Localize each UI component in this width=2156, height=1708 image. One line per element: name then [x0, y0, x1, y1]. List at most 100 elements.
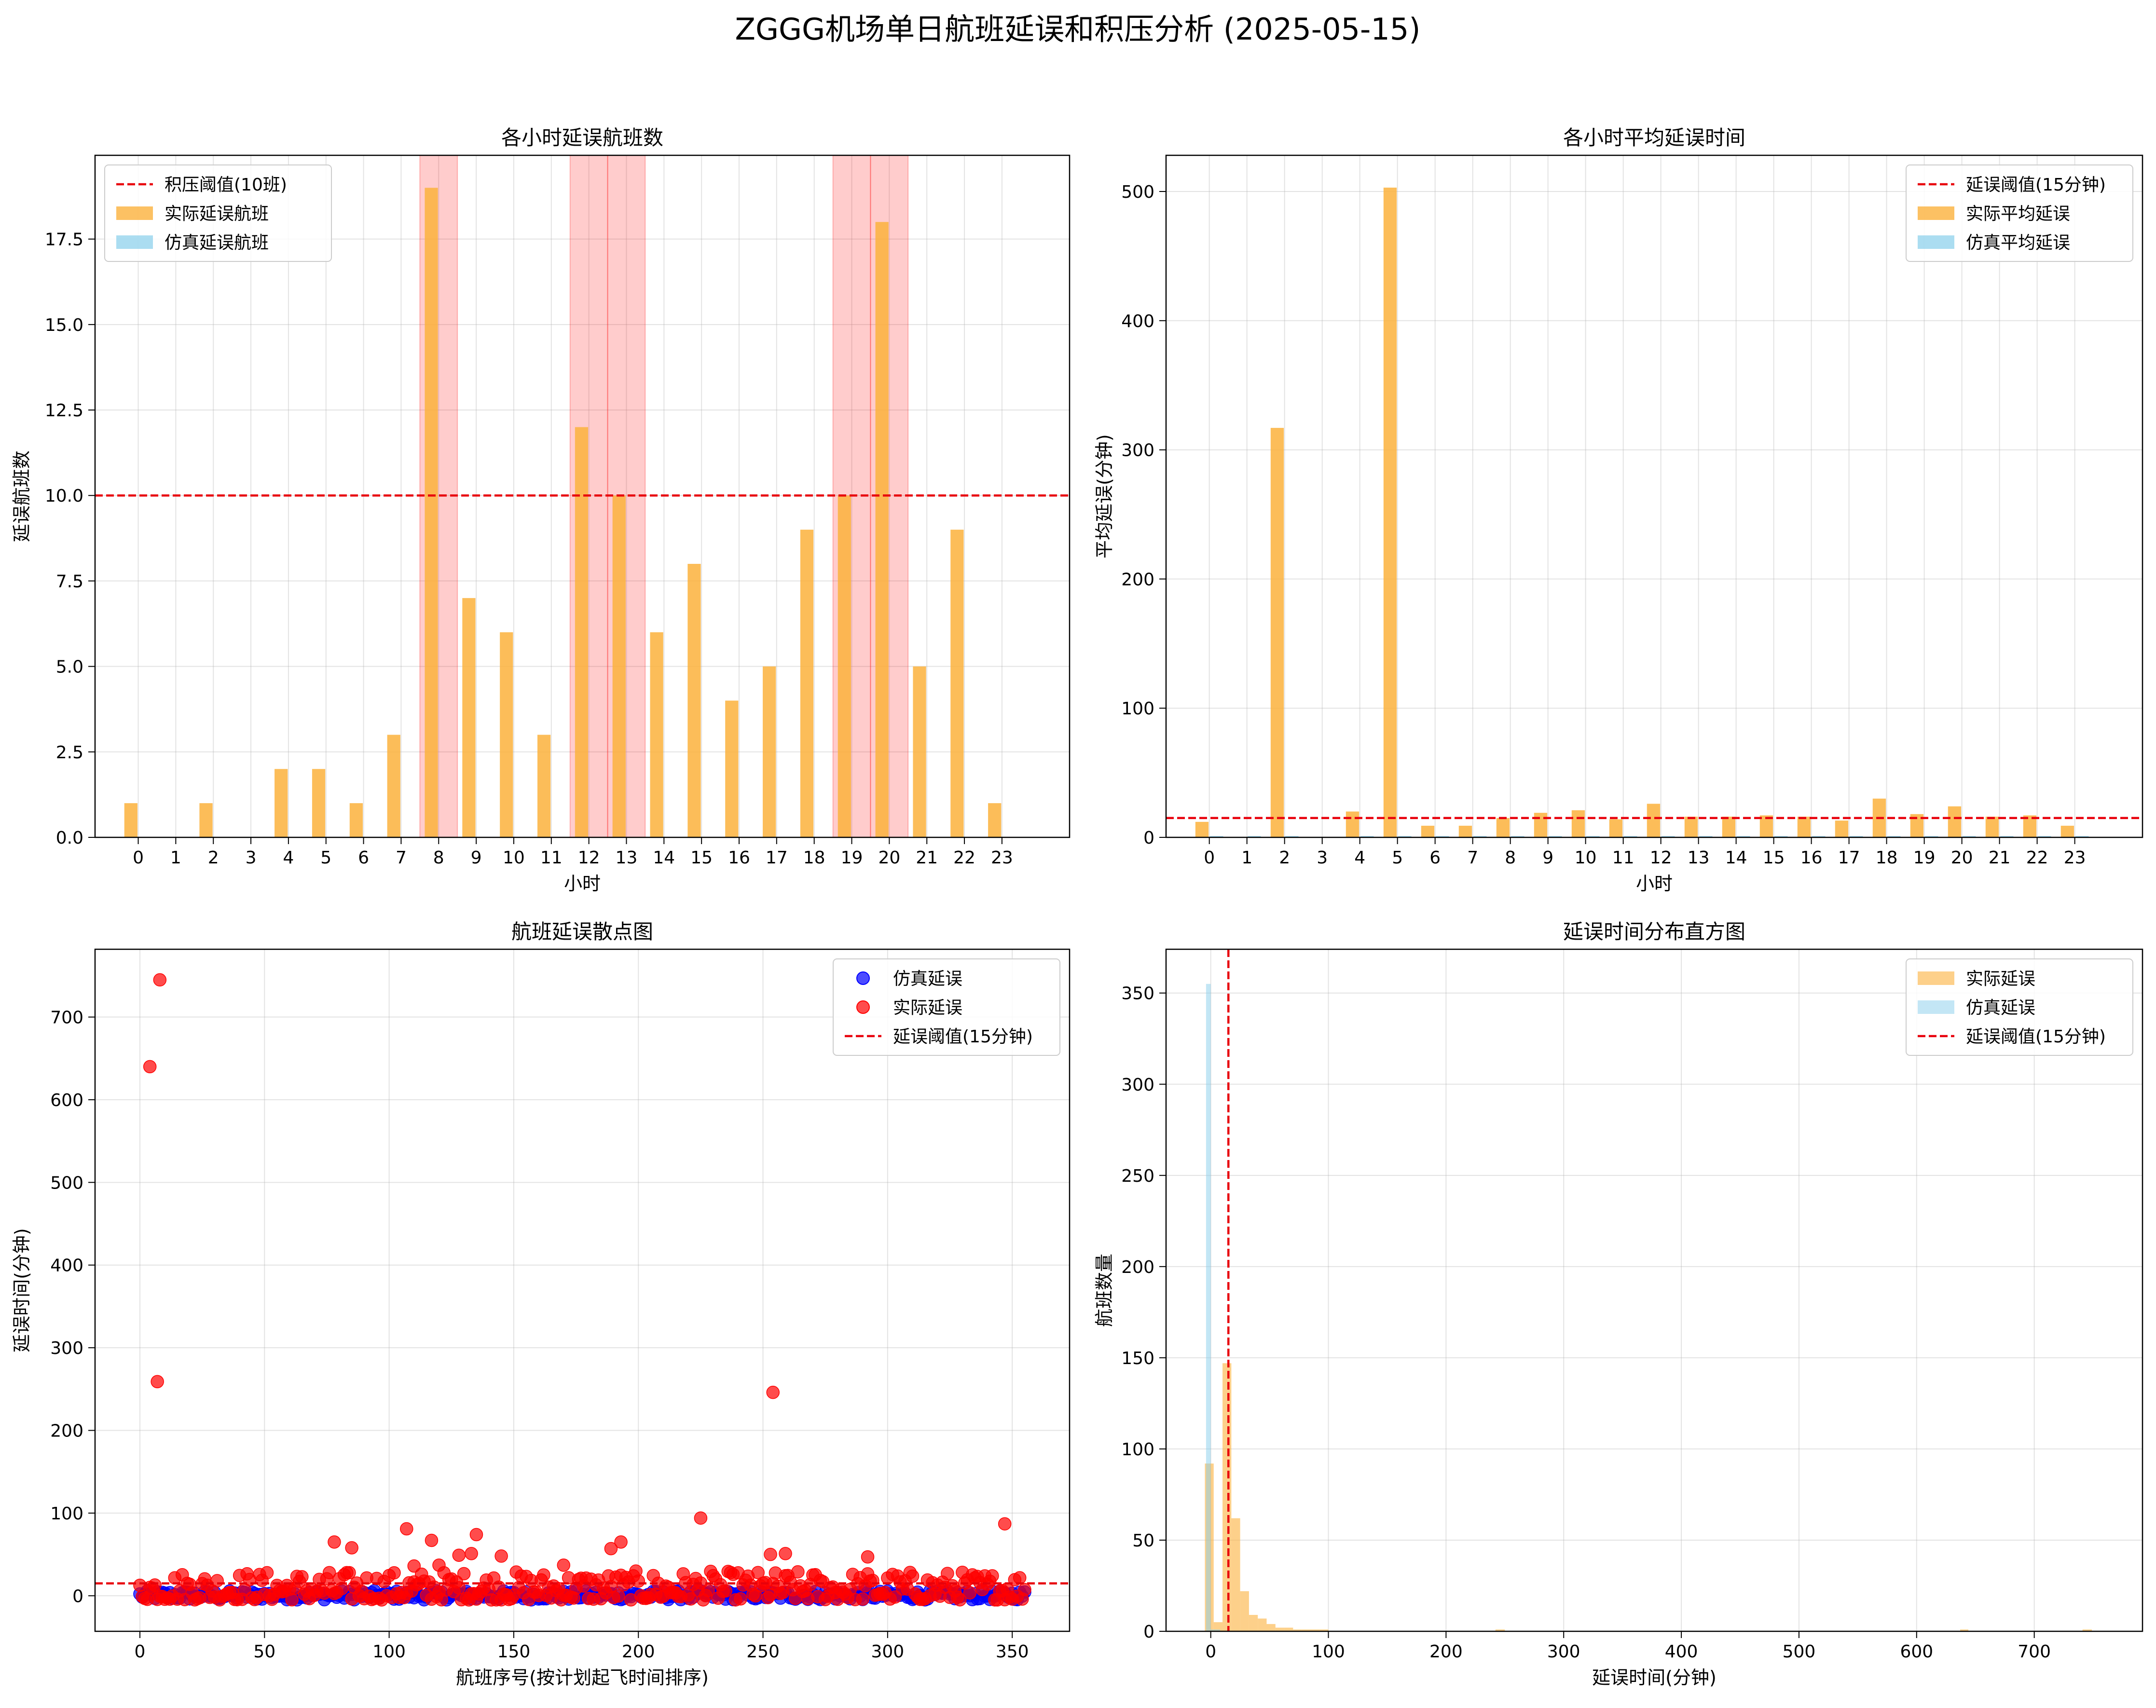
y-tick-label: 5.0	[56, 657, 83, 677]
y-tick-label: 300	[50, 1339, 83, 1358]
legend-label: 仿真延误	[893, 969, 962, 989]
x-axis-label: 小时	[1636, 873, 1673, 894]
legend-box	[833, 958, 1060, 1056]
actual-bar	[312, 769, 326, 837]
legend-box	[1906, 958, 2133, 1056]
x-tick-label: 17	[1838, 848, 1860, 868]
x-tick-label: 2	[1279, 848, 1290, 868]
x-tick-label: 2	[208, 848, 219, 868]
actual-point	[494, 1549, 508, 1563]
actual-histogram-bar	[1302, 1629, 1311, 1631]
y-tick-label: 10.0	[45, 486, 83, 506]
simulated-bar	[1436, 836, 1449, 837]
x-tick-label: 10	[503, 848, 525, 868]
x-tick-label: 5	[1392, 848, 1403, 868]
y-tick-label: 0	[1143, 828, 1154, 848]
x-tick-label: 18	[1876, 848, 1898, 868]
actual-bar	[763, 666, 776, 837]
actual-bar	[650, 632, 663, 837]
y-tick-label: 17.5	[45, 230, 83, 250]
actual-bar	[124, 803, 137, 837]
actual-bar	[1722, 817, 1736, 837]
actual-bar	[725, 700, 739, 837]
actual-point	[861, 1550, 875, 1564]
x-tick-label: 400	[1665, 1642, 1698, 1662]
actual-point	[285, 1593, 299, 1607]
chart-hourly-average-delay: 0 1 2 3 4 5 6 7 8 9 10 11 12 13 14 15 16 17 18 19 20 21 22 2301…	[1094, 126, 2143, 894]
y-tick-label: 12.5	[45, 401, 83, 421]
chart-title: 延误时间分布直方图	[1563, 920, 1745, 943]
x-tick-label: 0	[135, 1642, 146, 1662]
actual-point	[557, 1558, 571, 1572]
actual-points	[133, 973, 1031, 1607]
actual-point	[614, 1535, 628, 1549]
x-tick-label: 13	[616, 848, 638, 868]
y-tick-label: 100	[50, 1504, 83, 1524]
actual-bar	[1571, 810, 1585, 837]
actual-point	[953, 1593, 967, 1607]
x-tick-label: 9	[1542, 848, 1553, 868]
y-tick-label: 0	[1143, 1622, 1154, 1642]
x-tick-label: 19	[841, 848, 863, 868]
x-tick-label: 0	[133, 848, 144, 868]
y-tick-label: 350	[1121, 984, 1154, 1004]
actual-bar	[387, 735, 400, 837]
simulated-bar	[2038, 836, 2051, 837]
x-tick-label: 20	[878, 848, 900, 868]
y-axis-label: 延误时间(分钟)	[11, 1228, 32, 1353]
actual-bar	[349, 803, 363, 837]
x-tick-label: 150	[497, 1642, 531, 1662]
actual-histogram-bar	[2082, 1629, 2092, 1631]
x-tick-label: 22	[2026, 848, 2048, 868]
simulated-bar	[1473, 836, 1487, 837]
x-tick-label: 11	[540, 848, 563, 868]
actual-point	[941, 1567, 954, 1580]
x-tick-label: 7	[396, 848, 407, 868]
actual-point	[322, 1566, 336, 1580]
y-tick-label: 700	[50, 1008, 83, 1028]
x-tick-label: 15	[690, 848, 713, 868]
legend-label: 实际平均延误	[1966, 204, 2070, 224]
legend-label: 实际延误	[893, 998, 962, 1018]
legend-swatch-patch	[1918, 206, 1954, 220]
actual-point	[963, 1586, 977, 1600]
actual-histogram-bar	[1275, 1627, 1285, 1631]
simulated-bar	[1963, 836, 1976, 837]
actual-point	[425, 1533, 439, 1547]
simulated-histogram-bar	[1206, 984, 1211, 1631]
actual-point	[1018, 1583, 1031, 1597]
actual-point	[432, 1558, 446, 1572]
actual-bar	[875, 222, 889, 837]
y-tick-label: 300	[1121, 441, 1154, 461]
actual-bar	[1270, 428, 1284, 837]
actual-bar	[425, 188, 438, 837]
actual-point	[764, 1547, 777, 1561]
x-tick-label: 21	[916, 848, 938, 868]
actual-point	[632, 1574, 645, 1588]
x-tick-label: 23	[991, 848, 1013, 868]
actual-point	[143, 1060, 157, 1074]
x-tick-label: 3	[1317, 848, 1328, 868]
x-tick-label: 1	[170, 848, 181, 868]
actual-point	[906, 1569, 920, 1583]
y-tick-label: 200	[1121, 570, 1154, 589]
y-tick-label: 7.5	[56, 572, 83, 591]
actual-bar	[199, 803, 213, 837]
x-tick-label: 6	[358, 848, 369, 868]
x-tick-label: 22	[953, 848, 975, 868]
actual-point	[457, 1567, 471, 1581]
x-tick-label: 12	[1650, 848, 1672, 868]
x-tick-label: 600	[1900, 1642, 1933, 1662]
actual-point	[779, 1547, 792, 1560]
simulated-bar	[1850, 836, 1863, 837]
chart-delay-scatter: 0 50 100 150 200 250 300 350 0 100 200 300 400 500 600…	[11, 920, 1071, 1688]
y-tick-label: 0.0	[56, 828, 83, 848]
legend-swatch-patch	[1918, 1000, 1954, 1014]
actual-histogram-bar	[1310, 1629, 1320, 1631]
x-tick-label: 7	[1467, 848, 1478, 868]
actual-point	[151, 1375, 164, 1389]
x-axis-label: 航班序号(按计划起飞时间排序)	[456, 1667, 709, 1688]
simulated-histogram-bar	[1210, 1629, 1221, 1631]
